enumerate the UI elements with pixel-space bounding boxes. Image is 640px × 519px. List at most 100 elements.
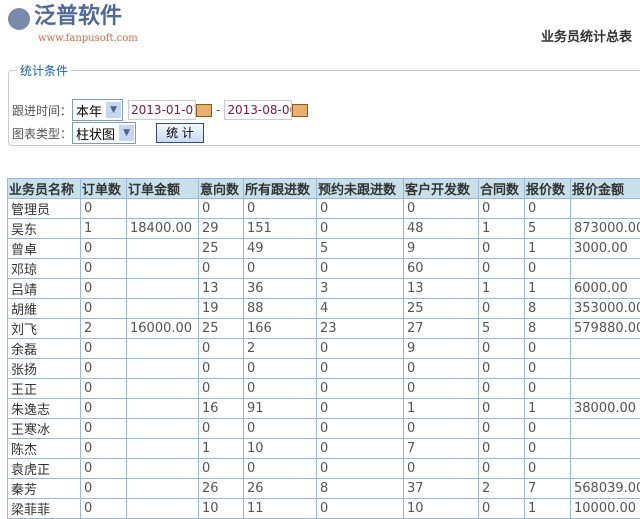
table-cell: 0 — [81, 359, 127, 379]
table-cell — [127, 359, 199, 379]
page-title: 业务员统计总表 — [541, 26, 632, 45]
table-cell: 0 — [479, 299, 525, 319]
table-cell: 0 — [479, 379, 525, 399]
table-cell: 朱逸志 — [8, 399, 81, 419]
table-cell: 0 — [244, 379, 317, 399]
table-cell: 2 — [479, 479, 525, 499]
table-cell: 10000.00 — [571, 499, 640, 519]
column-header: 所有跟进数 — [244, 179, 317, 199]
table-cell: 0 — [317, 199, 404, 219]
table-cell: 0 — [404, 359, 479, 379]
table-cell: 0 — [199, 419, 244, 439]
table-cell: 5 — [525, 219, 571, 239]
column-header: 客户开发数 — [404, 179, 479, 199]
table-cell: 26 — [244, 479, 317, 499]
calendar-icon[interactable] — [196, 104, 212, 117]
table-cell: 13 — [199, 279, 244, 299]
table-cell: 0 — [479, 439, 525, 459]
table-cell: 2 — [81, 319, 127, 339]
table-cell: 管理员 — [8, 199, 81, 219]
chart-type-select[interactable]: 柱状图▼ — [72, 122, 136, 144]
table-cell: 0 — [199, 339, 244, 359]
table-cell: 353000.00 — [571, 299, 640, 319]
table-cell: 5 — [479, 319, 525, 339]
date-from-input[interactable]: 2013-01-01 — [128, 100, 196, 120]
table-cell — [127, 419, 199, 439]
table-cell — [127, 239, 199, 259]
table-cell: 0 — [81, 299, 127, 319]
calendar-icon[interactable] — [292, 104, 308, 117]
submit-button[interactable]: 统 计 — [156, 123, 204, 143]
table-cell: 0 — [525, 359, 571, 379]
table-cell: 0 — [81, 479, 127, 499]
table-cell: 0 — [317, 259, 404, 279]
table-cell: 37 — [404, 479, 479, 499]
table-cell — [127, 459, 199, 479]
time-select[interactable]: 本年▼ — [72, 99, 123, 121]
table-cell: 0 — [525, 339, 571, 359]
table-cell: 0 — [244, 419, 317, 439]
table-cell: 0 — [479, 399, 525, 419]
table-cell: 6000.00 — [571, 279, 640, 299]
table-cell: 166 — [244, 319, 317, 339]
chevron-down-icon: ▼ — [106, 102, 121, 118]
table-cell: 邓琼 — [8, 259, 81, 279]
table-cell: 10 — [244, 439, 317, 459]
table-cell: 0 — [81, 459, 127, 479]
table-cell — [127, 499, 199, 519]
table-cell: 0 — [479, 359, 525, 379]
table-cell: 27 — [404, 319, 479, 339]
table-cell: 8 — [525, 319, 571, 339]
table-cell — [571, 379, 640, 399]
table-cell: 60 — [404, 259, 479, 279]
table-cell: 91 — [244, 399, 317, 419]
table-cell: 0 — [244, 259, 317, 279]
table-cell: 7 — [525, 479, 571, 499]
table-cell — [127, 479, 199, 499]
table-cell — [127, 279, 199, 299]
table-cell: 王正 — [8, 379, 81, 399]
table-cell: 0 — [479, 419, 525, 439]
table-cell: 0 — [199, 199, 244, 219]
table-cell: 0 — [244, 459, 317, 479]
table-cell: 88 — [244, 299, 317, 319]
watermark-url: www.fanpusoft.com — [38, 32, 138, 45]
table-cell: 36 — [244, 279, 317, 299]
table-cell: 0 — [525, 439, 571, 459]
table-cell: 0 — [404, 379, 479, 399]
table-cell: 0 — [525, 199, 571, 219]
table-cell: 0 — [479, 199, 525, 219]
table-cell: 3000.00 — [571, 239, 640, 259]
stats-table: 业务员名称订单数订单金额意向数所有跟进数预约未跟进数客户开发数合同数报价数报价金… — [7, 178, 640, 519]
table-cell: 9 — [404, 339, 479, 359]
table-cell: 1 — [525, 399, 571, 419]
table-cell: 13 — [404, 279, 479, 299]
table-cell: 0 — [81, 199, 127, 219]
table-cell: 胡維 — [8, 299, 81, 319]
chart-type-label: 图表类型： — [12, 125, 72, 142]
table-cell: 0 — [404, 419, 479, 439]
table-cell: 19 — [199, 299, 244, 319]
table-cell: 0 — [525, 419, 571, 439]
column-header: 意向数 — [199, 179, 244, 199]
time-label: 跟进时间： — [12, 102, 72, 119]
table-cell — [127, 339, 199, 359]
date-to-input[interactable]: 2013-08-06 — [224, 100, 292, 120]
table-cell — [127, 299, 199, 319]
table-cell: 1 — [525, 239, 571, 259]
table-cell: 0 — [317, 499, 404, 519]
table-cell: 0 — [479, 459, 525, 479]
chart-type-value: 柱状图 — [76, 124, 115, 143]
table-cell: 0 — [199, 379, 244, 399]
table-cell: 0 — [317, 359, 404, 379]
table-cell: 0 — [525, 259, 571, 279]
table-cell: 1 — [479, 219, 525, 239]
table-cell: 0 — [81, 439, 127, 459]
table-cell: 49 — [244, 239, 317, 259]
